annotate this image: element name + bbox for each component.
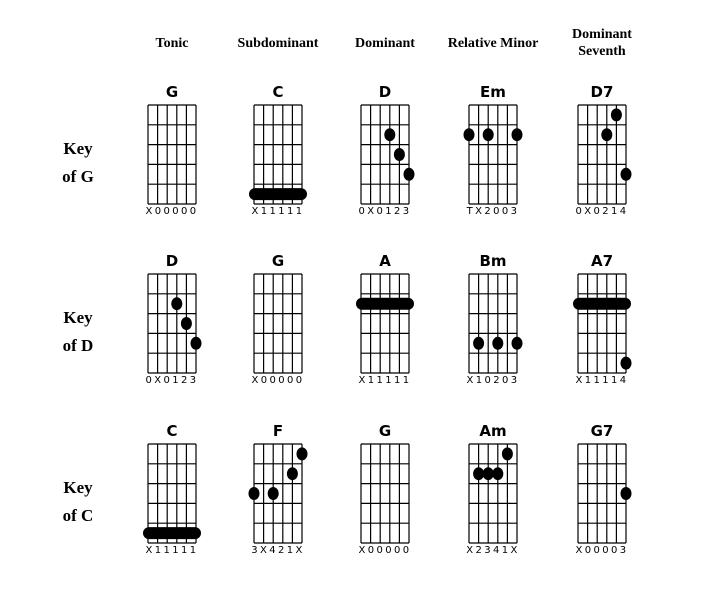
chord-name: A bbox=[379, 252, 391, 270]
fingering-code: TX2003 bbox=[466, 206, 520, 217]
row-label: of G bbox=[62, 167, 94, 186]
fretboard bbox=[248, 443, 308, 544]
finger-dot bbox=[492, 467, 504, 481]
chord-name: D bbox=[378, 83, 392, 101]
column-header: Tonic bbox=[155, 36, 189, 51]
fretboard bbox=[253, 273, 303, 374]
fingering-code: X00000 bbox=[145, 206, 199, 217]
finger-dot bbox=[601, 128, 613, 142]
fretboard bbox=[143, 443, 201, 544]
finger-dot bbox=[384, 128, 396, 142]
fingering-code: X11111 bbox=[251, 206, 305, 217]
chord-name: D7 bbox=[590, 83, 614, 101]
chord-name: G7 bbox=[590, 422, 614, 440]
finger-dot bbox=[511, 336, 523, 350]
fretboard bbox=[360, 443, 410, 544]
fretboard bbox=[577, 443, 632, 544]
fingering-code: X11111 bbox=[145, 545, 199, 556]
fingering-code: X00003 bbox=[575, 545, 629, 556]
fretboard bbox=[249, 104, 307, 205]
column-header: Dominant Seventh bbox=[572, 27, 632, 59]
fingering-code: X10203 bbox=[466, 375, 520, 386]
finger-dot bbox=[286, 467, 298, 481]
finger-dot bbox=[248, 487, 260, 500]
column-header: Relative Minor bbox=[447, 36, 539, 51]
row-label: Key bbox=[63, 308, 93, 327]
finger-dot bbox=[171, 297, 183, 311]
finger-dot bbox=[473, 467, 485, 481]
finger-dot bbox=[403, 167, 415, 181]
fretboard bbox=[468, 273, 523, 374]
finger-dot bbox=[296, 447, 308, 461]
chord-name: Em bbox=[480, 83, 506, 101]
chord-name: G bbox=[378, 422, 392, 440]
fretboard bbox=[356, 273, 414, 374]
barre-mark bbox=[249, 188, 307, 201]
fingering-code: X00000 bbox=[251, 375, 305, 386]
fretboard bbox=[147, 273, 202, 374]
barre-mark bbox=[143, 527, 201, 540]
fingering-code: 0X0123 bbox=[145, 375, 199, 386]
chord-name: G bbox=[165, 83, 179, 101]
barre-mark bbox=[573, 297, 631, 310]
fingering-code: X00000 bbox=[358, 545, 412, 556]
chord-name: C bbox=[272, 83, 284, 101]
fingering-code: 0X0214 bbox=[575, 206, 629, 217]
fingering-code: X11114 bbox=[575, 375, 629, 386]
row-label: Key bbox=[63, 478, 93, 497]
finger-dot bbox=[610, 108, 622, 122]
fretboard bbox=[577, 104, 632, 205]
finger-dot bbox=[267, 487, 279, 500]
chord-name: G bbox=[271, 252, 285, 270]
finger-dot bbox=[190, 336, 202, 350]
fretboard bbox=[360, 104, 415, 205]
finger-dot bbox=[501, 447, 513, 461]
finger-dot bbox=[620, 356, 632, 370]
column-header: Dominant bbox=[355, 36, 415, 51]
chord-name: F bbox=[272, 422, 284, 440]
fretboard bbox=[147, 104, 197, 205]
fretboard bbox=[463, 104, 523, 205]
fretboard bbox=[573, 273, 632, 374]
finger-dot bbox=[473, 336, 485, 350]
row-label: of D bbox=[62, 336, 94, 355]
row-label: Key bbox=[63, 139, 93, 158]
chord-name: D bbox=[165, 252, 179, 270]
finger-dot bbox=[393, 148, 405, 161]
row-label: of C bbox=[62, 506, 94, 525]
finger-dot bbox=[620, 167, 632, 181]
chord-name: Bm bbox=[479, 252, 507, 270]
finger-dot bbox=[482, 467, 494, 481]
chord-name: Am bbox=[479, 422, 507, 440]
chord-name: C bbox=[166, 422, 178, 440]
column-header: Subdominant bbox=[237, 36, 319, 51]
fingering-code: 3X421X bbox=[251, 545, 305, 556]
finger-dot bbox=[620, 487, 632, 500]
fingering-code: X2341X bbox=[466, 545, 520, 556]
fretboard bbox=[468, 443, 518, 544]
fingering-code: X11111 bbox=[358, 375, 412, 386]
chord-name: A7 bbox=[590, 252, 614, 270]
finger-dot bbox=[492, 336, 504, 350]
fingering-code: 0X0123 bbox=[358, 206, 412, 217]
barre-mark bbox=[356, 297, 414, 310]
finger-dot bbox=[482, 128, 494, 142]
finger-dot bbox=[180, 317, 192, 330]
finger-dot bbox=[463, 128, 475, 142]
finger-dot bbox=[511, 128, 523, 142]
